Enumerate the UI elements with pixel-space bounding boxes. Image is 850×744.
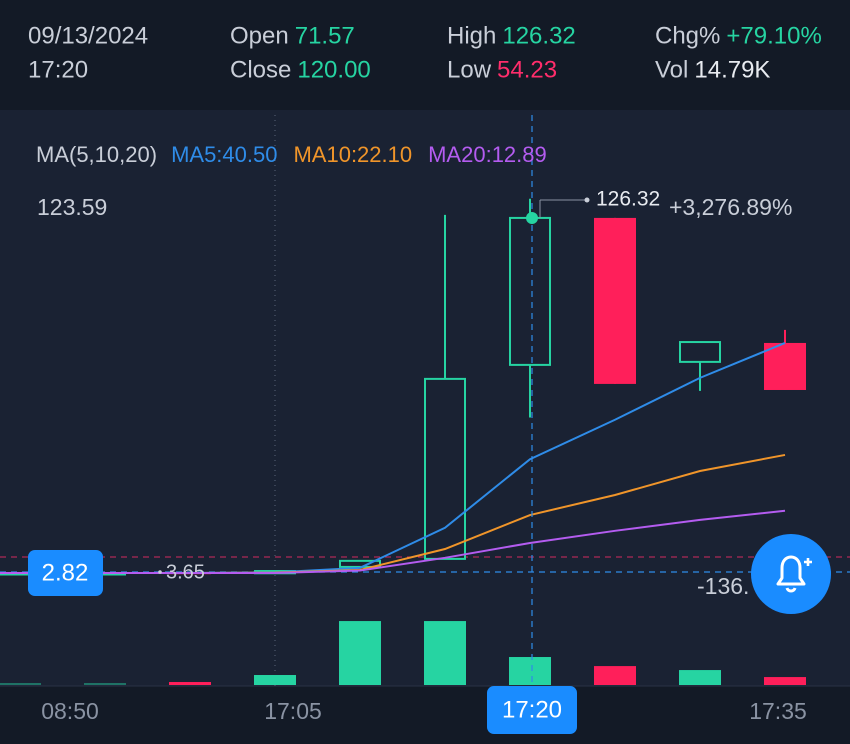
volume-bar bbox=[764, 677, 806, 685]
volume-bar bbox=[254, 675, 296, 685]
volume-bar bbox=[339, 621, 381, 685]
candle-body bbox=[509, 216, 551, 366]
candle-body bbox=[594, 217, 636, 384]
bell-icon bbox=[785, 587, 797, 593]
alert-button[interactable] bbox=[751, 534, 831, 614]
volume-bar bbox=[169, 682, 211, 685]
bell-icon bbox=[776, 555, 806, 586]
candle-layer bbox=[0, 198, 806, 576]
volume-bar bbox=[84, 682, 126, 685]
candle-body bbox=[679, 341, 721, 363]
header-time: 17:20 bbox=[28, 56, 88, 83]
legend-entry: MA20:12.89 bbox=[428, 142, 547, 167]
volume-bar bbox=[679, 670, 721, 685]
header-label: Low bbox=[447, 56, 492, 83]
high-marker: 126.32 bbox=[596, 188, 660, 211]
axis-bottom-label: -136. bbox=[697, 573, 749, 599]
header-label: High bbox=[447, 22, 496, 49]
header-value: 120.00 bbox=[297, 56, 370, 83]
crosshair-time-bg bbox=[487, 686, 577, 734]
header-label: Open bbox=[230, 22, 289, 49]
volume-bar bbox=[594, 666, 636, 685]
header-value: +79.10% bbox=[726, 22, 821, 49]
candle-body bbox=[424, 377, 466, 560]
change-label: +3,276.89% bbox=[669, 194, 792, 220]
header-label: Chg% bbox=[655, 22, 720, 49]
volume-layer bbox=[0, 621, 806, 685]
ma-title: MA(5,10,20) bbox=[36, 142, 157, 167]
alert-button-circle[interactable] bbox=[751, 534, 831, 614]
header-value: 14.79K bbox=[694, 56, 770, 83]
x-tick-label: 17:05 bbox=[264, 698, 322, 724]
crosshair-time: 17:20 bbox=[502, 696, 562, 723]
legend-entry: MA10:22.10 bbox=[293, 142, 412, 167]
header-background bbox=[0, 0, 850, 110]
crosshair-dot bbox=[526, 212, 538, 224]
header-value: 71.57 bbox=[295, 22, 355, 49]
bell-plus bbox=[804, 558, 812, 566]
low-marker: 3.65 bbox=[166, 561, 205, 583]
volume-bar bbox=[509, 657, 551, 685]
header-date: 09/13/2024 bbox=[28, 22, 148, 49]
volume-bar bbox=[0, 682, 41, 685]
x-tick-label: 17:35 bbox=[749, 698, 807, 724]
header-value: 126.32 bbox=[502, 22, 575, 49]
price-badge-bg bbox=[28, 550, 103, 596]
low-marker-dot bbox=[158, 570, 162, 574]
high-marker-dot bbox=[584, 197, 590, 203]
header-value: 54.23 bbox=[497, 56, 557, 83]
ma-legend: MA5:40.50 MA10:22.10 MA20:12.89 bbox=[171, 142, 547, 167]
price-badge: 2.82 bbox=[42, 559, 89, 586]
legend-entry: MA5:40.50 bbox=[171, 142, 277, 167]
header-label: Vol bbox=[655, 56, 688, 83]
header-label: Close bbox=[230, 56, 291, 83]
x-axis-background bbox=[0, 686, 850, 744]
axis-top-label: 123.59 bbox=[37, 194, 107, 220]
volume-bar bbox=[424, 621, 466, 685]
x-tick-label: 08:50 bbox=[41, 698, 99, 724]
candle-body bbox=[764, 342, 806, 390]
